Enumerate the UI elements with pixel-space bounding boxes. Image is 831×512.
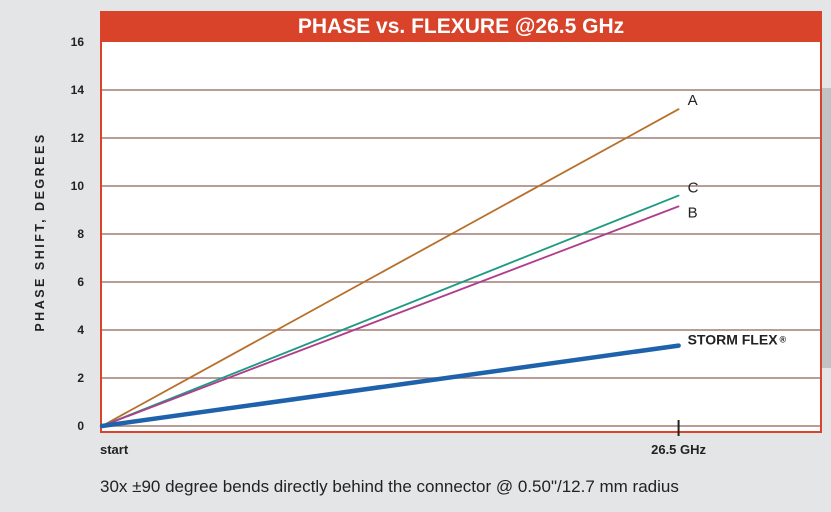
- x-tick-labels: start 26.5 GHz: [100, 420, 707, 457]
- right-edge-accent: [822, 88, 831, 368]
- series-line-b: [101, 205, 680, 427]
- series-line-c: [101, 194, 680, 427]
- series-lines: [99, 108, 681, 429]
- series-label: STORM FLEX ®: [688, 332, 787, 348]
- series-line-storm-flex: [99, 343, 681, 429]
- y-tick-label: 6: [77, 275, 84, 289]
- x-tick-label: start: [100, 442, 129, 457]
- series-label: B: [688, 204, 698, 221]
- y-tick-label: 4: [77, 323, 84, 337]
- y-tick-label: 8: [77, 227, 84, 241]
- y-tick-label: 2: [77, 371, 84, 385]
- series-label: C: [688, 180, 699, 197]
- chart-caption: 30x ±90 degree bends directly behind the…: [100, 477, 679, 496]
- plot-area: [102, 42, 820, 431]
- y-tick-label: 10: [71, 179, 85, 193]
- y-tick-label: 14: [71, 83, 85, 97]
- y-axis-label: PHASE SHIFT, DEGREES: [33, 132, 47, 331]
- y-tick-label: 12: [71, 131, 85, 145]
- y-tick-label: 0: [77, 419, 84, 433]
- registered-mark: ®: [780, 335, 787, 345]
- series-labels: A CB STORM FLEX ®: [688, 92, 787, 347]
- series-label: A: [688, 92, 698, 109]
- y-tick-labels: 0 2 4 6 8 10 12 14 16: [71, 35, 85, 433]
- y-tick-label: 16: [71, 35, 85, 49]
- series-line-a: [101, 108, 680, 427]
- chart-title: PHASE vs. FLEXURE @26.5 GHz: [298, 15, 624, 38]
- x-tick-label: 26.5 GHz: [651, 442, 706, 457]
